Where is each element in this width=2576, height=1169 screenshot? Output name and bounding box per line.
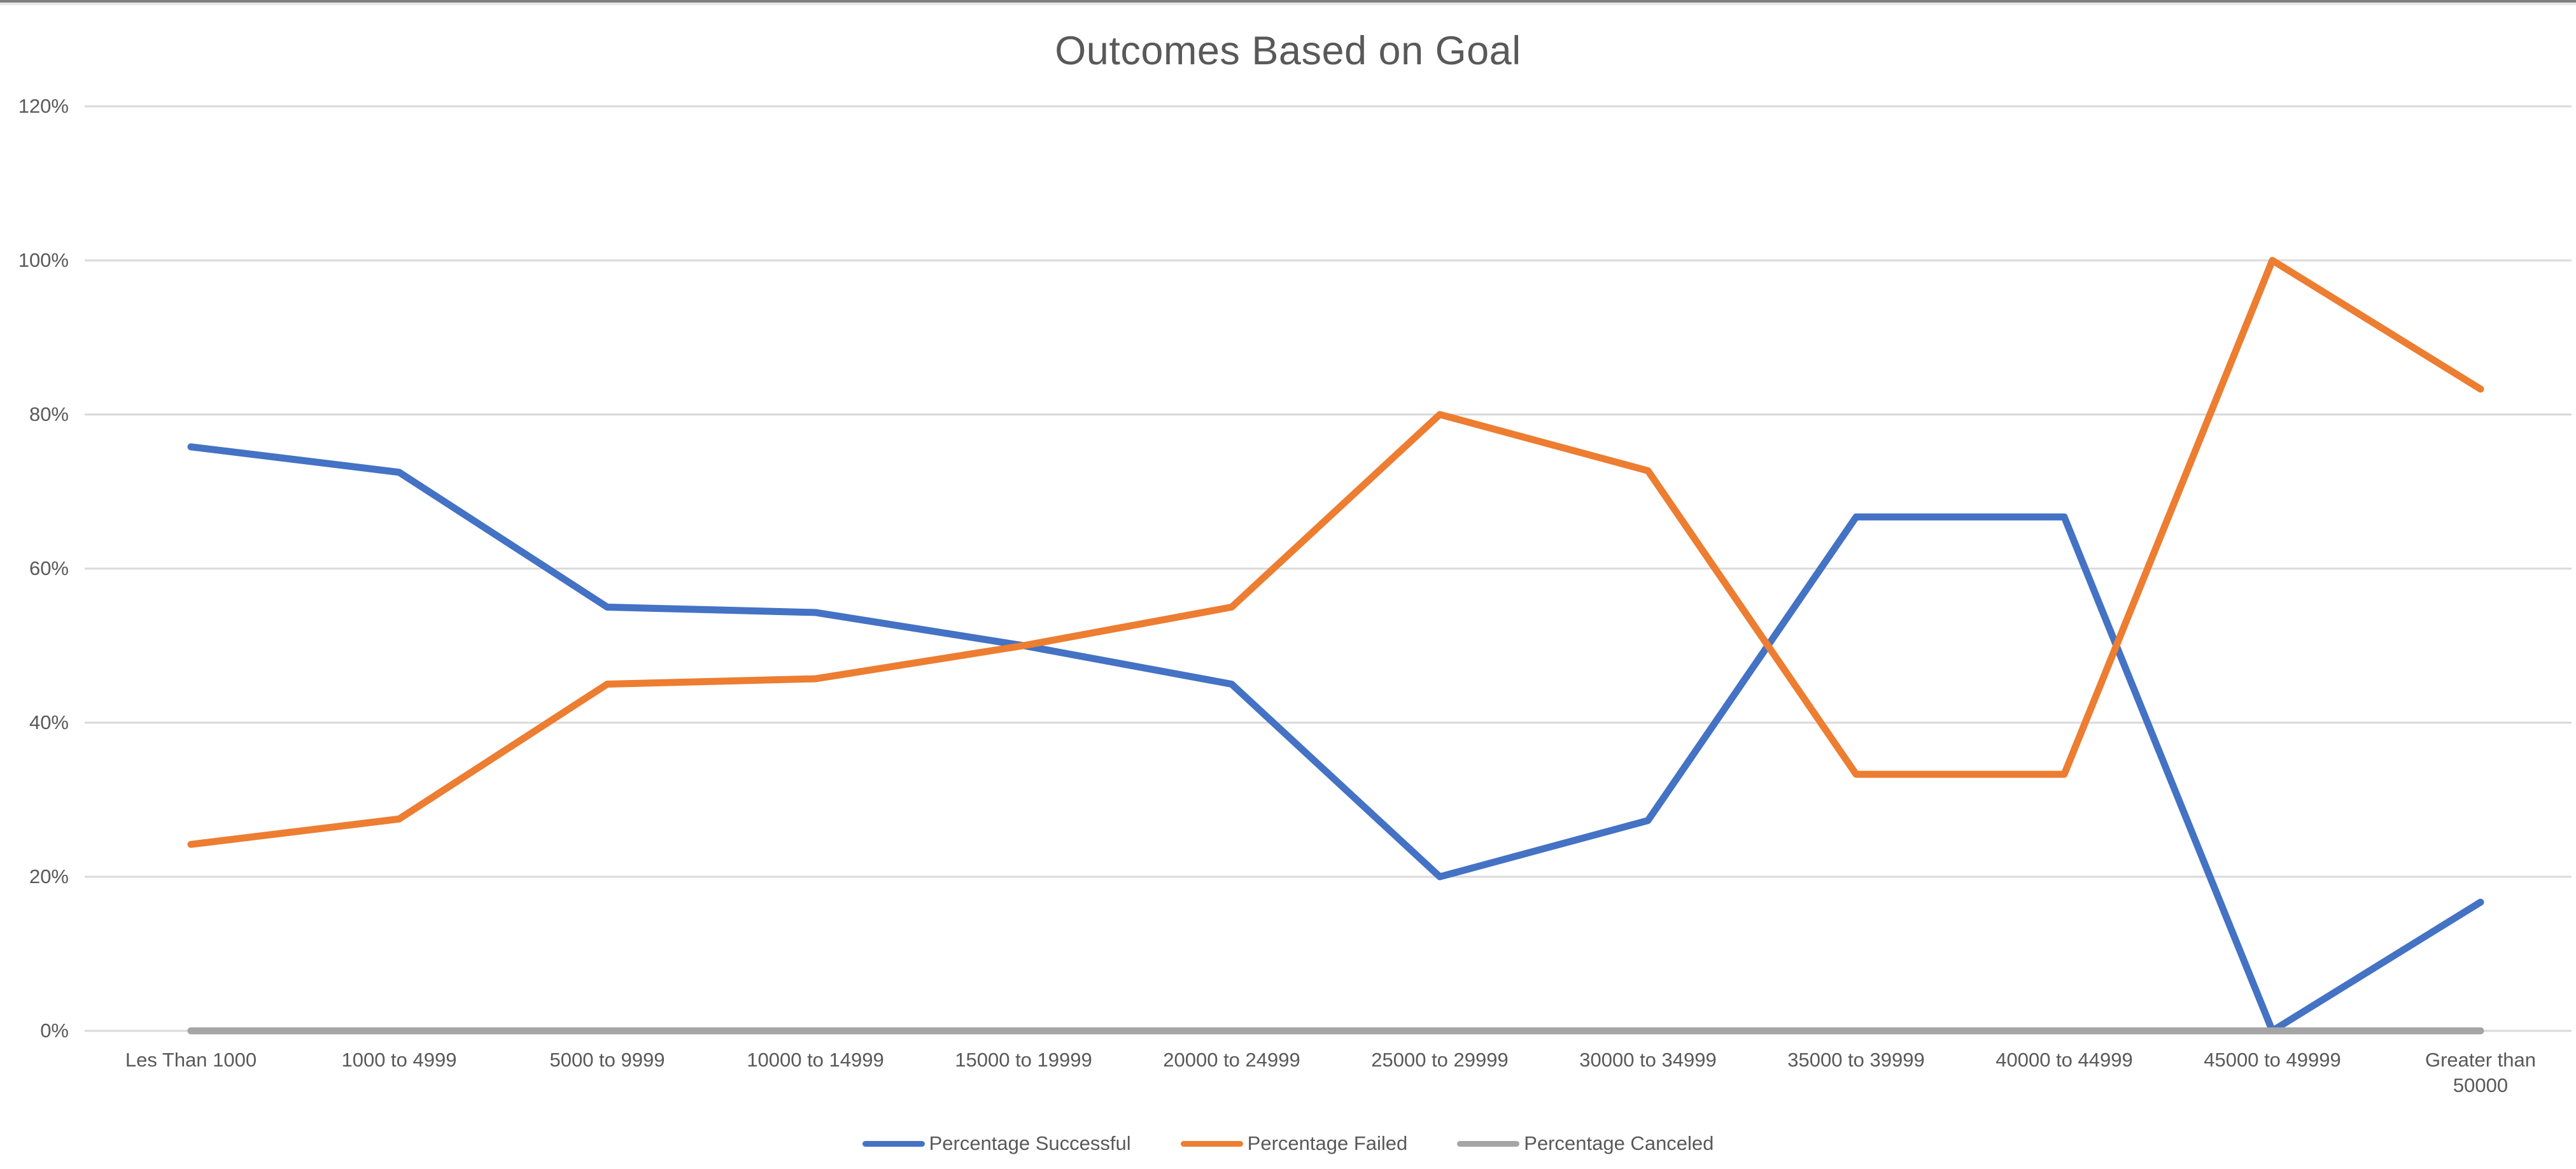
x-category-label: 25000 to 29999 bbox=[1371, 1049, 1509, 1071]
x-category-label: Les Than 1000 bbox=[125, 1049, 257, 1071]
legend-item-percentage-successful: Percentage Successful bbox=[862, 1132, 1131, 1155]
legend-label: Percentage Canceled bbox=[1524, 1132, 1714, 1154]
x-category-label: 45000 to 49999 bbox=[2204, 1049, 2341, 1071]
window-top-border bbox=[0, 0, 2576, 3]
chart-title: Outcomes Based on Goal bbox=[1055, 29, 1521, 73]
legend-line-swatch-icon bbox=[1457, 1140, 1520, 1147]
y-tick-label: 40% bbox=[29, 711, 69, 733]
x-category-label: 30000 to 34999 bbox=[1579, 1049, 1717, 1071]
series-line-percentage-successful bbox=[187, 443, 2484, 1035]
x-category-label: 1000 to 4999 bbox=[341, 1049, 457, 1071]
x-category-label: Greater than 50000 bbox=[2425, 1049, 2537, 1096]
legend-item-percentage-canceled: Percentage Canceled bbox=[1457, 1132, 1714, 1155]
y-tick-label: 100% bbox=[18, 249, 69, 271]
legend-item-percentage-failed: Percentage Failed bbox=[1180, 1132, 1408, 1155]
legend-line-swatch-icon bbox=[1180, 1140, 1243, 1147]
legend-line-swatch-icon bbox=[862, 1140, 925, 1147]
window-top-border-shadow bbox=[0, 3, 2576, 5]
x-category-label: 5000 to 9999 bbox=[549, 1049, 665, 1071]
series-line-percentage-failed bbox=[187, 257, 2484, 848]
legend-label: Percentage Failed bbox=[1247, 1132, 1408, 1154]
y-tick-label: 20% bbox=[29, 865, 69, 888]
x-category-label: 35000 to 39999 bbox=[1787, 1049, 1925, 1071]
y-tick-label: 80% bbox=[29, 403, 69, 425]
x-category-label: 20000 to 24999 bbox=[1163, 1049, 1300, 1071]
y-tick-label: 60% bbox=[29, 557, 69, 579]
x-category-label: 15000 to 19999 bbox=[955, 1049, 1092, 1071]
chart-legend: Percentage Successful Percentage Failed Pe… bbox=[0, 1126, 2576, 1161]
y-tick-label: 0% bbox=[40, 1019, 69, 1042]
y-tick-label: 120% bbox=[18, 95, 69, 117]
x-category-label: 40000 to 44999 bbox=[1995, 1049, 2133, 1071]
legend-label: Percentage Successful bbox=[929, 1132, 1131, 1154]
x-category-label: 10000 to 14999 bbox=[747, 1049, 884, 1071]
